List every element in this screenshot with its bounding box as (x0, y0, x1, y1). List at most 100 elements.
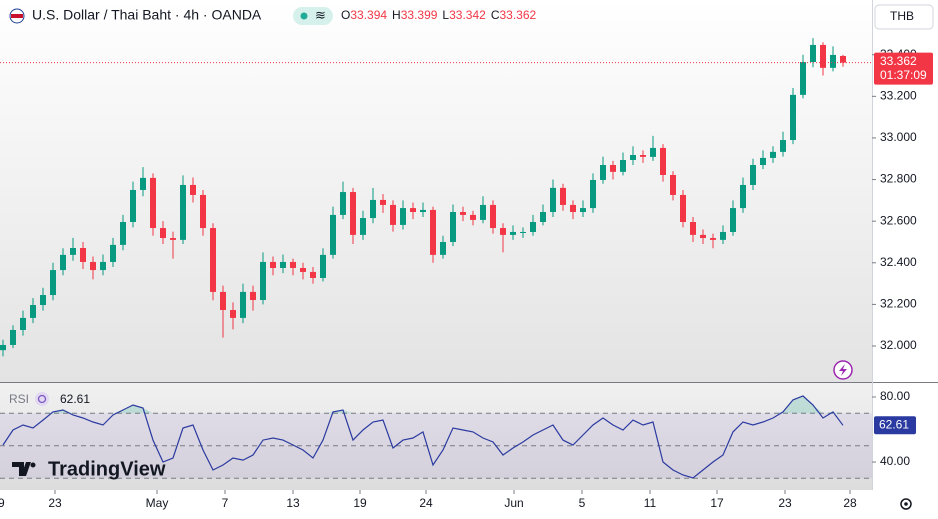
candle-body (440, 241, 446, 255)
rsi-value: 62.61 (60, 392, 90, 406)
candle-body (20, 317, 26, 330)
settings-button[interactable] (900, 498, 912, 510)
candle-body (590, 179, 596, 209)
candle-body (270, 261, 276, 268)
candle-body (810, 44, 816, 63)
time-tick-label: 13 (286, 496, 300, 510)
candle-body (120, 222, 126, 245)
time-tick-label: 28 (843, 496, 857, 510)
candle-body (530, 222, 536, 232)
candle-body (320, 254, 326, 278)
candle-body (280, 261, 286, 268)
candle-body (190, 184, 196, 195)
candle-body (550, 187, 556, 213)
status-badge[interactable] (293, 7, 333, 25)
ohlc-legend: O 33.394 H 33.399 L 33.342 C 33.362 (341, 8, 537, 22)
candle-body (140, 177, 146, 190)
time-tick-label: 5 (579, 496, 586, 510)
time-tick-label: 17 (710, 496, 724, 510)
candle-body (130, 189, 136, 223)
rsi-label: RSI (9, 392, 29, 406)
candle-body (110, 244, 116, 262)
candle-body (670, 174, 676, 195)
candle-body (520, 231, 526, 233)
candle-body (310, 271, 316, 278)
candle-body (740, 184, 746, 209)
candle-body (720, 231, 726, 240)
price-tick-label: 32.000 (880, 338, 917, 352)
price-tick-label: 33.000 (880, 130, 917, 144)
candle-body (570, 204, 576, 213)
candle-body (30, 305, 36, 318)
rsi-overbought-fill (143, 408, 153, 414)
rsi-overbought-fill (133, 404, 143, 414)
candle-body (290, 261, 296, 268)
axes: 33.40033.20033.00032.80032.60032.40032.2… (0, 47, 933, 510)
time-tick-label: 11 (644, 496, 657, 510)
candle-body (830, 54, 836, 68)
candle-body (840, 55, 846, 63)
candle-body (580, 208, 586, 213)
ohlc-key: C (491, 8, 500, 22)
candle-body (730, 208, 736, 232)
ohlc-value: 33.399 (401, 8, 438, 22)
flag-stripe (11, 14, 23, 18)
candle-body (490, 204, 496, 229)
candle-body (260, 261, 266, 301)
lightning-icon (839, 364, 847, 376)
candle-body (150, 177, 156, 229)
ohlc-value: 33.342 (449, 8, 486, 22)
candle-body (380, 199, 386, 205)
candle-body (820, 44, 826, 68)
candle-body (780, 140, 786, 152)
time-tick-label: 23 (48, 496, 62, 510)
candle-body (430, 209, 436, 255)
candle-body (90, 261, 96, 271)
status-wave: ≋ (315, 7, 326, 22)
candle-body (790, 94, 796, 141)
candle-body (800, 62, 806, 95)
candle-body (640, 155, 646, 157)
symbol-title[interactable]: U.S. Dollar / Thai Baht · 4h · OANDA (32, 7, 262, 23)
time-tick-label: 7 (222, 496, 229, 510)
time-tick-label: 19 (353, 496, 367, 510)
rsi-tick-label: 80.00 (880, 389, 910, 403)
candle-body (370, 199, 376, 219)
candle-body (10, 329, 16, 345)
currency-label[interactable]: THB (890, 9, 914, 23)
candle-body (690, 222, 696, 235)
time-tick-label: 19 (0, 496, 5, 510)
rsi-line (2, 395, 844, 479)
candle-body (420, 209, 426, 213)
candle-body (510, 231, 516, 235)
time-tick-label: May (146, 496, 169, 510)
candle-body (170, 238, 176, 240)
candle-body (680, 194, 686, 223)
rsi-settings-icon[interactable] (35, 392, 49, 406)
rsi-overbought-fill (123, 404, 133, 414)
candle-body (160, 228, 166, 239)
time-tick-label: 23 (778, 496, 792, 510)
ohlc-value: 33.362 (499, 8, 536, 22)
time-tick-label: 24 (419, 496, 433, 510)
currency-button[interactable] (874, 4, 934, 30)
candle-body (460, 212, 466, 215)
candle-body (200, 194, 206, 229)
candle-body (0, 344, 6, 351)
rsi-pane (0, 383, 872, 490)
rsi-overbought-fill (813, 404, 823, 414)
rsi-settings-ring (37, 394, 47, 404)
candle-body (770, 151, 776, 158)
candle-body (700, 234, 706, 239)
candle-body (400, 208, 406, 225)
rsi-tick-label: 40.00 (880, 454, 910, 468)
candle-body (60, 254, 66, 271)
time-tick-label: Jun (504, 496, 523, 510)
price-tick-label: 32.400 (880, 255, 917, 269)
candle-body (560, 187, 566, 205)
ohlc-key: H (392, 8, 401, 22)
candle-body (710, 238, 716, 240)
candle-body (240, 291, 246, 318)
price-tick-label: 33.200 (880, 89, 917, 103)
